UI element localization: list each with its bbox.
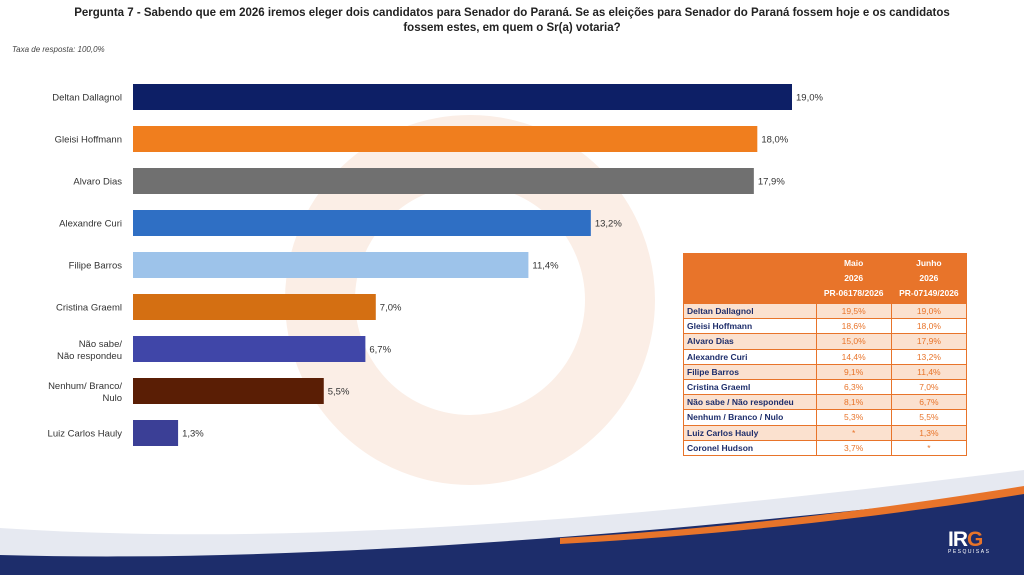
table-cell-maio: 9,1% (815, 363, 892, 380)
table-cell-junho: * (890, 439, 968, 456)
table-cell-maio: 14,4% (815, 348, 892, 365)
table-row: Não sabe / Não respondeu 8,1% 6,7% (683, 394, 968, 411)
table-header-maio: Maio 2026 PR-06178/2026 (815, 253, 892, 304)
bar (133, 294, 376, 320)
table-cell-name: Luiz Carlos Hauly (683, 424, 817, 441)
table-cell-maio: * (815, 424, 892, 441)
table-cell-name: Filipe Barros (683, 363, 817, 380)
category-label: Luiz Carlos Hauly (48, 429, 123, 440)
response-rate: Taxa de resposta: 100,0% (12, 45, 105, 54)
table-header-corner (683, 253, 817, 304)
value-label: 6,7% (369, 345, 391, 356)
bar (133, 420, 179, 446)
logo-text: IR (948, 528, 968, 551)
table-row: Alexandre Curi 14,4% 13,2% (683, 348, 968, 365)
category-label: Nenhum/ Branco/Nulo (48, 381, 122, 404)
table-row: Nenhum / Branco / Nulo 5,3% 5,5% (683, 409, 968, 426)
table-row: Filipe Barros 9,1% 11,4% (683, 363, 968, 380)
table-cell-name: Alexandre Curi (683, 348, 817, 365)
header-code: PR-06178/2026 (823, 288, 884, 298)
table-cell-junho: 7,0% (890, 378, 968, 396)
bar (133, 168, 754, 194)
table-body: Deltan Dallagnol 19,5% 19,0% Gleisi Hoffman… (683, 302, 968, 456)
table-cell-junho: 18,0% (890, 318, 968, 335)
category-label: Alvaro Dias (73, 177, 122, 188)
question-line-1: Pergunta 7 - Sabendo que em 2026 iremos … (74, 7, 950, 19)
category-label: Filipe Barros (69, 261, 123, 272)
logo-subtitle: PESQUISAS (948, 549, 991, 555)
table-cell-junho: 6,7% (890, 394, 968, 411)
table-cell-maio: 19,5% (815, 302, 892, 320)
bar (133, 210, 591, 236)
header-year: 2026 (844, 273, 864, 283)
table-row: Gleisi Hoffmann 18,6% 18,0% (683, 318, 968, 335)
question-title: Pergunta 7 - Sabendo que em 2026 iremos … (0, 6, 1024, 36)
table-cell-name: Cristina Graeml (683, 378, 817, 396)
value-label: 5,5% (328, 387, 350, 398)
table-header-row: Maio 2026 PR-06178/2026 Junho 2026 PR-07… (683, 253, 968, 304)
category-label: Alexandre Curi (59, 219, 122, 230)
logo-letter-accent: G (967, 528, 983, 551)
table-cell-name: Nenhum / Branco / Nulo (683, 409, 817, 426)
table-cell-maio: 15,0% (815, 333, 892, 350)
logo-mark: IRG (948, 528, 990, 552)
table-header-junho: Junho 2026 PR-07149/2026 (890, 253, 968, 304)
table-cell-maio: 8,1% (815, 394, 892, 411)
table-row: Luiz Carlos Hauly * 1,3% (683, 424, 968, 441)
header-year: 2026 (919, 273, 939, 283)
category-label: Deltan Dallagnol (52, 93, 122, 104)
header-month: Junho (916, 258, 942, 268)
value-label: 17,9% (758, 177, 785, 188)
bar (133, 84, 792, 110)
table-cell-maio: 6,3% (815, 378, 892, 396)
category-label: Gleisi Hoffmann (55, 135, 122, 146)
table-cell-maio: 18,6% (815, 318, 892, 335)
irg-logo: IRG PESQUISAS (948, 528, 990, 555)
value-label: 18,0% (761, 135, 788, 146)
table-row: Cristina Graeml 6,3% 7,0% (683, 378, 968, 396)
bar (133, 126, 758, 152)
category-label: Cristina Graeml (56, 303, 122, 314)
header-code: PR-07149/2026 (899, 288, 959, 298)
table-row: Alvaro Dias 15,0% 17,9% (683, 333, 968, 350)
table-cell-junho: 17,9% (890, 333, 968, 350)
bar (133, 252, 529, 278)
category-label: Não sabe/Não respondeu (57, 339, 122, 362)
value-label: 19,0% (796, 93, 823, 104)
table-cell-name: Deltan Dallagnol (683, 302, 817, 320)
table-cell-name: Alvaro Dias (683, 333, 817, 350)
bar (133, 336, 366, 362)
table-cell-junho: 5,5% (890, 409, 968, 426)
table-cell-maio: 3,7% (815, 439, 892, 456)
table-cell-name: Gleisi Hoffmann (683, 318, 817, 335)
value-label: 13,2% (595, 219, 622, 230)
value-label: 1,3% (182, 429, 204, 440)
table-row: Coronel Hudson 3,7% * (683, 439, 968, 456)
table-cell-name: Coronel Hudson (683, 439, 817, 456)
value-label: 7,0% (380, 303, 402, 314)
value-label: 11,4% (532, 261, 559, 272)
header-month: Maio (843, 258, 864, 268)
background-wave-orange (560, 486, 1024, 544)
table-cell-name: Não sabe / Não respondeu (683, 394, 817, 411)
comparison-table: Maio 2026 PR-06178/2026 Junho 2026 PR-07… (683, 253, 968, 456)
table-cell-junho: 1,3% (890, 424, 968, 441)
bar (133, 378, 324, 404)
question-line-2: fossem estes, em quem o Sr(a) votaria? (403, 22, 621, 34)
table-cell-junho: 13,2% (890, 348, 968, 365)
table-cell-junho: 11,4% (890, 363, 968, 380)
background-wave-navy (0, 492, 1024, 575)
table-cell-maio: 5,3% (815, 409, 892, 426)
table-row: Deltan Dallagnol 19,5% 19,0% (683, 302, 968, 320)
table-cell-junho: 19,0% (890, 302, 968, 320)
